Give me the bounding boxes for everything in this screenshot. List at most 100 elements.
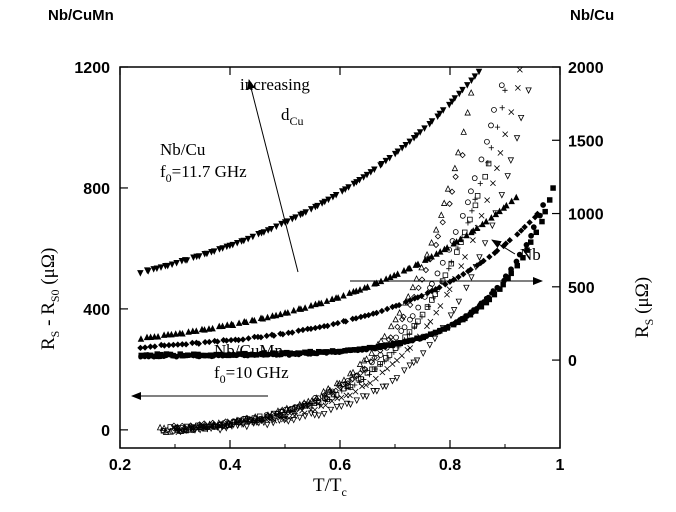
- annotation-nbcu-freq: f0=11.7 GHz: [160, 162, 247, 185]
- data-point: [151, 343, 158, 350]
- data-point: [353, 372, 360, 379]
- data-point: [416, 333, 423, 340]
- data-point: [546, 197, 553, 203]
- data-point: [478, 300, 483, 306]
- data-point: [362, 366, 369, 373]
- data-point: [363, 393, 370, 400]
- data-point: [364, 283, 371, 290]
- data-point: [377, 352, 384, 358]
- data-point: [257, 334, 265, 341]
- data-marks: [137, 66, 556, 436]
- data-point: [349, 348, 354, 354]
- data-point: [204, 426, 211, 433]
- data-point: [503, 201, 510, 209]
- data-point: [195, 426, 202, 432]
- data-point: [188, 423, 194, 429]
- data-point: [490, 180, 496, 187]
- data-point: [360, 356, 368, 364]
- series-dot-filled: [138, 288, 496, 360]
- data-point: [460, 270, 467, 278]
- data-point: [203, 353, 208, 359]
- data-point: [235, 420, 242, 426]
- data-point: [421, 293, 428, 300]
- data-point: [353, 348, 358, 353]
- data-point: [359, 393, 367, 400]
- data-point: [384, 365, 391, 372]
- data-point: [492, 210, 499, 217]
- data-point: [464, 108, 471, 116]
- data-point: [343, 400, 351, 408]
- data-point: [300, 404, 306, 411]
- data-point: [398, 328, 405, 334]
- data-point: [307, 325, 315, 332]
- data-point: [514, 231, 521, 238]
- data-point: [415, 318, 421, 325]
- annotation-nb: Nb: [520, 245, 541, 264]
- data-point: [259, 315, 267, 322]
- data-point: [206, 338, 213, 346]
- data-point: [183, 423, 191, 431]
- data-point: [471, 307, 476, 312]
- data-point: [411, 293, 418, 301]
- data-point: [338, 403, 345, 410]
- data-point: [273, 223, 280, 231]
- data-point: [289, 408, 295, 415]
- data-point: [400, 267, 408, 274]
- data-point: [436, 284, 443, 291]
- data-point: [452, 275, 458, 282]
- data-point: [455, 273, 462, 281]
- data-point: [174, 341, 182, 348]
- data-point: [292, 214, 299, 221]
- data-point: [504, 173, 511, 180]
- data-point: [339, 188, 346, 195]
- data-point: [407, 316, 413, 323]
- data-point: [415, 284, 422, 292]
- data-point: [434, 270, 441, 277]
- data-point: [330, 320, 337, 328]
- data-point: [499, 105, 505, 111]
- data-point: [421, 125, 428, 132]
- data-point: [329, 388, 336, 395]
- data-point: [154, 332, 162, 340]
- data-point: [398, 352, 405, 359]
- data-point: [278, 414, 284, 420]
- data-point: [394, 323, 401, 331]
- data-point: [433, 309, 440, 316]
- data-point: [179, 330, 186, 337]
- data-point: [439, 259, 446, 266]
- data-point: [311, 412, 318, 419]
- data-point: [312, 351, 318, 357]
- data-point: [378, 307, 386, 315]
- data-point: [264, 227, 272, 234]
- data-point: [258, 418, 265, 424]
- data-point: [432, 241, 440, 249]
- annotation-nbcumn-freq: f0=10 GHz: [214, 363, 289, 386]
- data-point: [461, 229, 468, 236]
- data-point: [334, 294, 342, 301]
- data-point: [388, 339, 395, 346]
- data-point: [458, 263, 465, 269]
- data-point: [523, 242, 530, 248]
- left-tick-label: 0: [101, 423, 110, 440]
- data-point: [507, 157, 515, 164]
- data-point: [464, 82, 471, 89]
- data-point: [229, 424, 235, 430]
- data-point: [419, 350, 427, 357]
- data-point: [170, 341, 177, 349]
- data-point: [452, 173, 459, 180]
- data-point: [393, 334, 399, 341]
- data-point: [431, 335, 439, 343]
- data-point: [502, 131, 509, 138]
- data-point: [270, 413, 277, 420]
- data-point: [514, 85, 521, 91]
- data-point: [289, 329, 296, 336]
- data-point: [373, 354, 380, 361]
- data-point: [332, 394, 338, 400]
- data-point: [258, 352, 264, 358]
- data-point: [424, 323, 430, 330]
- data-point: [363, 171, 371, 179]
- data-point: [284, 218, 291, 225]
- data-point: [424, 289, 431, 296]
- data-point: [446, 246, 453, 253]
- data-point: [161, 342, 168, 349]
